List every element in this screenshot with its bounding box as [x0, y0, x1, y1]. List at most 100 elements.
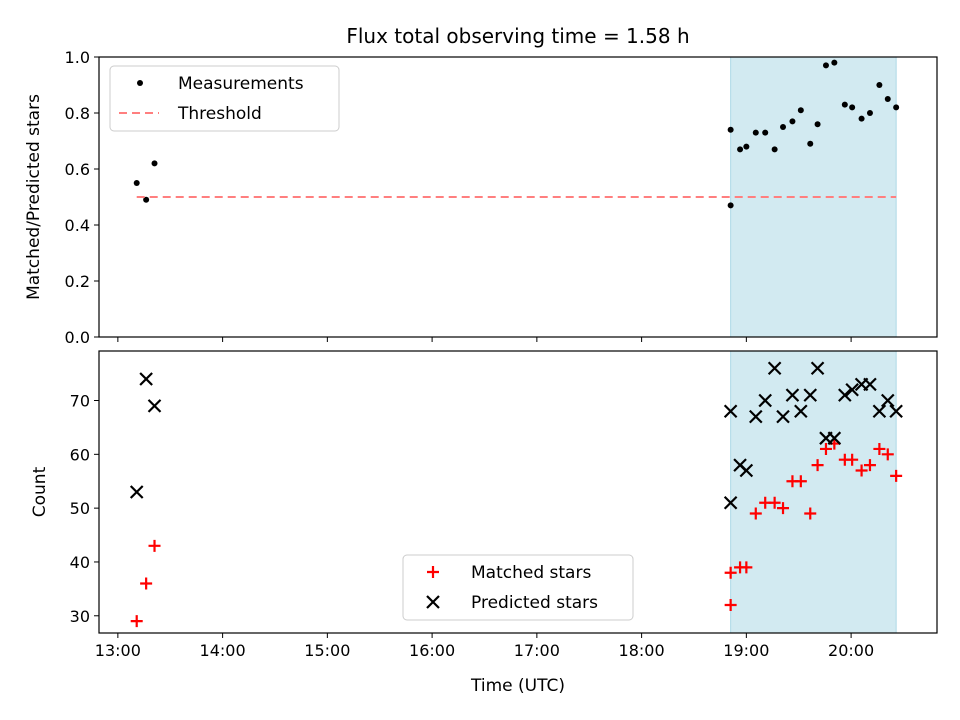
- data-point: [810, 361, 825, 375]
- data-point: [143, 196, 150, 203]
- data-point: [845, 382, 859, 397]
- data-point: [804, 507, 817, 520]
- data-point: [884, 96, 891, 102]
- y-tick-label: 50: [70, 499, 90, 518]
- data-point: [740, 561, 753, 574]
- data-point: [130, 615, 143, 628]
- data-point: [819, 442, 832, 455]
- data-point: [148, 539, 161, 552]
- data-point: [727, 126, 734, 133]
- legend-swatch: [427, 566, 439, 578]
- data-point: [776, 409, 790, 424]
- data-point: [768, 496, 781, 509]
- data-point: [893, 104, 900, 111]
- x-tick-label: 15:00: [304, 641, 350, 660]
- data-point: [727, 202, 734, 209]
- data-point: [849, 104, 856, 111]
- data-point: [876, 82, 883, 88]
- data-point: [890, 469, 903, 482]
- x-tick-label: 17:00: [514, 641, 560, 660]
- y-tick-label: 0.6: [65, 160, 90, 179]
- x-tick-label: 16:00: [409, 641, 455, 660]
- data-point: [739, 463, 754, 478]
- legend-label: Matched stars: [471, 563, 591, 583]
- data-point: [863, 459, 876, 472]
- legend-label: Measurements: [178, 74, 304, 94]
- y-tick-label: 60: [70, 445, 90, 464]
- data-point: [841, 101, 848, 108]
- data-point: [749, 507, 762, 520]
- count-panel: 30 40 50 60 70 13:00 14:00 15:00 16:00 17:00 18:00…: [70, 350, 938, 660]
- x-tick-label: 13:00: [95, 641, 141, 660]
- data-point: [139, 372, 153, 386]
- data-point: [803, 388, 818, 402]
- data-point: [794, 475, 807, 488]
- data-point: [794, 404, 808, 419]
- legend-box: [109, 65, 340, 132]
- data-point: [831, 59, 838, 66]
- data-point: [780, 124, 787, 130]
- data-point: [723, 495, 738, 510]
- data-point: [797, 107, 804, 114]
- data-point: [743, 143, 750, 150]
- y-tick-label: 0.0: [65, 328, 90, 347]
- y-tick-label: 30: [70, 607, 90, 626]
- data-point: [147, 399, 162, 413]
- data-point: [858, 115, 865, 122]
- data-point: [752, 129, 759, 136]
- y-tick-label: 0.4: [65, 216, 90, 235]
- data-point: [724, 566, 737, 579]
- data-point: [872, 404, 887, 419]
- legend-label: Predicted stars: [471, 593, 598, 613]
- data-point: [881, 448, 894, 461]
- y-tick-label: 70: [70, 392, 90, 411]
- data-point: [151, 160, 158, 167]
- legend-swatch: [426, 595, 440, 609]
- x-axis-label: Time (UTC): [470, 676, 565, 696]
- ratio-y-axis-label: Matched/Predicted stars: [24, 94, 44, 300]
- data-point: [866, 110, 873, 116]
- legend-swatch: [137, 80, 143, 86]
- data-point: [749, 409, 763, 424]
- legend-label: Threshold: [177, 104, 262, 124]
- x-tick-label: 19:00: [723, 641, 769, 660]
- ratio-panel: 0.0 0.2 0.4 0.6 0.8 1.0 Measurements Threshold: [65, 48, 938, 347]
- data-point: [889, 404, 903, 419]
- y-tick-label: 0.8: [65, 104, 90, 123]
- data-point: [880, 393, 895, 408]
- data-point: [777, 502, 790, 515]
- data-point: [863, 377, 877, 392]
- data-point: [140, 577, 153, 590]
- chart-title: Flux total observing time = 1.58 h: [346, 24, 689, 48]
- data-point: [771, 146, 778, 153]
- y-tick-label: 1.0: [65, 48, 90, 67]
- data-point: [807, 140, 814, 147]
- data-point: [855, 464, 868, 477]
- y-tick-label: 0.2: [65, 272, 90, 291]
- x-tick-label: 14:00: [200, 641, 246, 660]
- plot-frame: [98, 56, 938, 338]
- data-point: [758, 393, 772, 408]
- x-tick-label: 20:00: [828, 641, 874, 660]
- data-point: [785, 388, 800, 402]
- x-tick-label: 18:00: [619, 641, 665, 660]
- data-point: [811, 459, 824, 472]
- data-point: [846, 453, 859, 466]
- data-point: [814, 121, 821, 128]
- data-point: [873, 442, 886, 455]
- data-point: [822, 62, 829, 69]
- data-point: [129, 485, 144, 499]
- data-point: [767, 361, 782, 375]
- data-point: [762, 129, 769, 136]
- data-point: [789, 118, 796, 125]
- data-point: [723, 404, 738, 419]
- data-point: [737, 146, 744, 153]
- data-point: [133, 180, 140, 186]
- data-point: [827, 431, 842, 445]
- plot-frame: [98, 350, 938, 634]
- legend-box: [402, 554, 634, 621]
- data-point: [724, 599, 737, 612]
- data-point: [838, 388, 852, 402]
- count-y-axis-label: Count: [30, 466, 50, 517]
